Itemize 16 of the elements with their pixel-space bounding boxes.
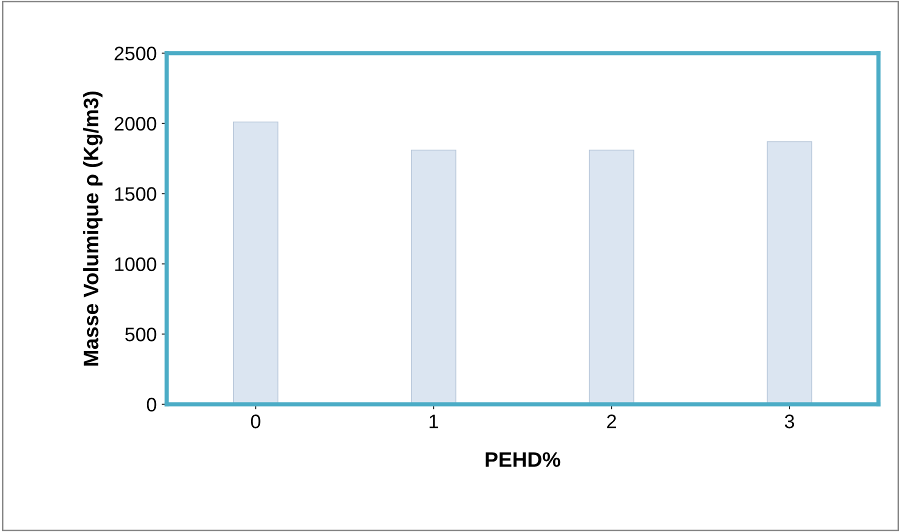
y-axis-title: Masse Volumique ρ (Kg/m3) [83, 92, 103, 366]
y-tick-label: 2000 [114, 116, 156, 131]
bar [588, 150, 634, 404]
bar [410, 150, 456, 404]
x-axis-title: PEHD% [486, 452, 560, 467]
bar [232, 122, 278, 404]
x-tick-label: 1 [430, 414, 438, 428]
y-tick-label: 1000 [115, 257, 156, 272]
bar [766, 141, 812, 404]
x-tick-label: 0 [251, 414, 260, 428]
y-tick-label: 1500 [115, 187, 156, 201]
x-tick-label: 3 [784, 414, 794, 428]
y-tick-label: 500 [125, 328, 156, 342]
y-tick-label: 2500 [114, 46, 156, 60]
x-tick-label: 2 [607, 414, 616, 428]
y-tick-label: 0 [146, 398, 156, 412]
